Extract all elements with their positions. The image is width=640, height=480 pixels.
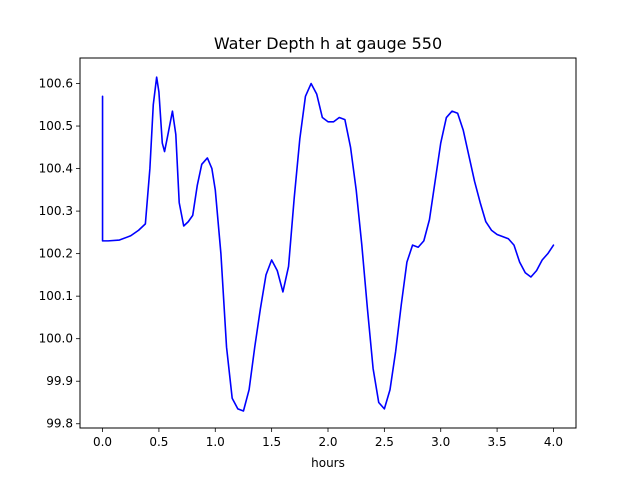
x-tick-label: 3.5 <box>488 435 507 449</box>
plot-area <box>101 76 555 412</box>
x-axis: 0.0 0.5 1.0 1.5 2.0 2.5 3.0 3.5 4.0 <box>93 428 563 449</box>
y-tick-label: 100.1 <box>39 289 73 303</box>
y-tick-label: 99.8 <box>46 417 73 431</box>
chart-title: Water Depth h at gauge 550 <box>214 34 442 53</box>
y-tick-label: 99.9 <box>46 374 73 388</box>
y-tick-label: 100.3 <box>39 204 73 218</box>
x-axis-label: hours <box>311 456 345 470</box>
y-tick-label: 100.2 <box>39 247 73 261</box>
x-tick-label: 2.0 <box>318 435 337 449</box>
x-tick-label: 3.0 <box>431 435 450 449</box>
x-tick-label: 4.0 <box>544 435 563 449</box>
y-tick-label: 100.4 <box>39 162 73 176</box>
x-tick-label: 1.5 <box>262 435 281 449</box>
y-tick-label: 100.6 <box>39 77 73 91</box>
x-tick-label: 1.0 <box>206 435 225 449</box>
y-tick-label: 100.5 <box>39 119 73 133</box>
x-tick-label: 0.0 <box>93 435 112 449</box>
series-line <box>101 76 555 412</box>
y-tick-label: 100.0 <box>39 332 73 346</box>
x-tick-label: 0.5 <box>149 435 168 449</box>
axes-frame <box>79 57 577 429</box>
x-tick-label: 2.5 <box>375 435 394 449</box>
y-axis: 99.8 99.9 100.0 100.1 100.2 100.3 100.4 100.5 10… <box>39 77 80 431</box>
